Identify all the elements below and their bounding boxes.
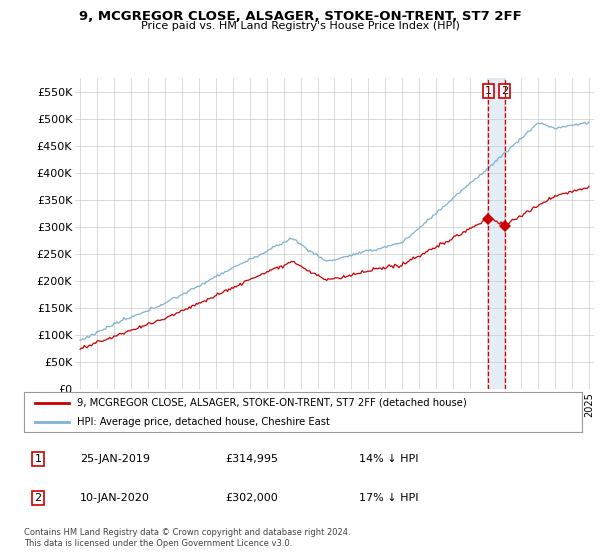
Text: 9, MCGREGOR CLOSE, ALSAGER, STOKE-ON-TRENT, ST7 2FF: 9, MCGREGOR CLOSE, ALSAGER, STOKE-ON-TRE… bbox=[79, 10, 521, 23]
Text: 1: 1 bbox=[485, 86, 492, 96]
Text: 25-JAN-2019: 25-JAN-2019 bbox=[80, 454, 150, 464]
Text: £314,995: £314,995 bbox=[225, 454, 278, 464]
Bar bbox=[488, 78, 505, 389]
Text: Contains HM Land Registry data © Crown copyright and database right 2024.
This d: Contains HM Land Registry data © Crown c… bbox=[24, 528, 350, 548]
Text: 10-JAN-2020: 10-JAN-2020 bbox=[80, 493, 149, 503]
Text: 14% ↓ HPI: 14% ↓ HPI bbox=[359, 454, 418, 464]
Text: Price paid vs. HM Land Registry's House Price Index (HPI): Price paid vs. HM Land Registry's House … bbox=[140, 21, 460, 31]
Text: 2: 2 bbox=[34, 493, 41, 503]
Text: 1: 1 bbox=[34, 454, 41, 464]
Text: 17% ↓ HPI: 17% ↓ HPI bbox=[359, 493, 418, 503]
Text: 9, MCGREGOR CLOSE, ALSAGER, STOKE-ON-TRENT, ST7 2FF (detached house): 9, MCGREGOR CLOSE, ALSAGER, STOKE-ON-TRE… bbox=[77, 398, 467, 408]
Text: £302,000: £302,000 bbox=[225, 493, 278, 503]
Text: HPI: Average price, detached house, Cheshire East: HPI: Average price, detached house, Ches… bbox=[77, 417, 330, 427]
Text: 2: 2 bbox=[501, 86, 508, 96]
